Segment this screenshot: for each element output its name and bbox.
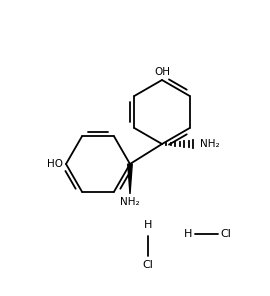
Text: Cl: Cl [143,260,153,270]
Text: OH: OH [154,67,170,77]
Text: H: H [144,220,152,230]
Text: H: H [184,229,192,239]
Text: Cl: Cl [220,229,231,239]
Text: HO: HO [47,159,63,169]
Polygon shape [128,164,132,194]
Text: NH₂: NH₂ [120,197,140,207]
Text: NH₂: NH₂ [200,139,220,149]
